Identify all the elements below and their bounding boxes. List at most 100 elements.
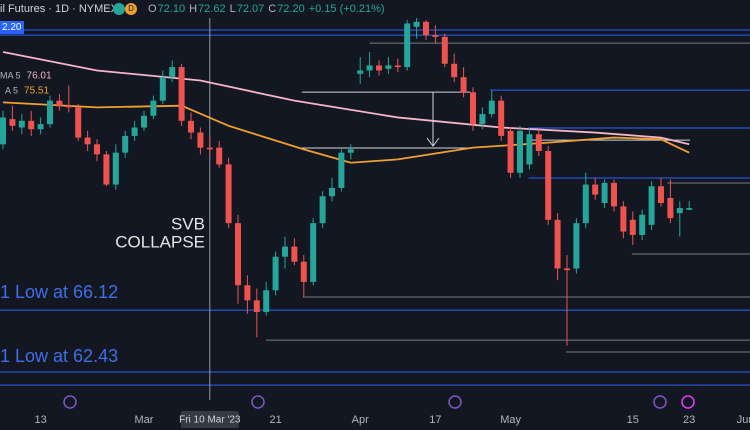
candle-body [319,196,326,224]
candle-body [460,77,467,93]
candle-body [56,100,63,106]
idea-icon[interactable] [63,395,77,409]
candle-body [639,214,646,235]
candle-body [234,223,241,286]
x-tick-label: 13 [34,414,46,426]
candle-body [150,100,157,116]
badge-icon[interactable] [125,3,137,15]
candle-body [375,65,382,71]
candle-body [610,182,617,207]
candle-body [554,219,561,269]
symbol: il Futures · 1D · NYMEX [0,3,119,15]
x-tick-label: 15 [627,414,639,426]
ohlc-label: C [268,3,276,15]
candle-body [253,300,260,313]
candle-body [394,65,401,68]
x-axis: 13 Mar 21 Apr 17 May 15 23 Jun Fri 10 Mar '23 [34,411,750,428]
candle-body [479,114,486,125]
candle-body [328,187,335,197]
ohlc-value: 72.20 [277,3,305,15]
ma-line [2,101,690,164]
idea-icon[interactable] [448,395,462,409]
candle-body [197,132,204,148]
candle-body [94,144,101,155]
candle-body [366,65,373,71]
ohlc-value: 72.62 [198,3,226,15]
header-bg [0,0,750,18]
candle-body [178,67,185,121]
change: +0.15 (+0.21%) [309,3,385,15]
candle-body [357,70,364,74]
x-axis-bg [0,400,750,430]
candle-body [310,223,317,282]
candle-body [526,134,533,165]
candle-body [37,124,44,130]
annotation: SVB [171,214,205,233]
candle-body [112,152,119,185]
x-tick-label: 23 [683,414,695,426]
annotation: 1 Low at 66.12 [0,282,118,302]
candle-body [9,119,16,126]
idea-icons [63,395,695,409]
x-tick-label: Apr [352,414,369,426]
idea-icon[interactable] [681,395,695,409]
price-tag: 2.20 [2,22,22,33]
candle-body [657,186,664,204]
x-tick-label: 17 [429,414,441,426]
candle-body [592,184,599,195]
tag-bg [0,21,24,34]
ohlc: O 72.10 H 72.62 L 72.07 C 72.20 +0.15 (+0.21%) [148,3,385,15]
candle-body [300,261,307,282]
candle-body [169,67,176,78]
idea-icon[interactable] [653,395,667,409]
candle-body [28,120,35,130]
legend-name: A 5 [5,85,18,95]
crosshair-label-bg [180,411,239,428]
candle-body [413,21,420,27]
candle-body [347,149,354,153]
candle-body [686,208,693,210]
candle-body [216,147,223,165]
candle-body [498,100,505,136]
ohlc-value: 72.10 [158,3,186,15]
ohlc-label: H [189,3,197,15]
candle-body [291,246,298,262]
candle-body [65,105,72,108]
crosshair-label: Fri 10 Mar '23 [179,415,241,426]
candle-body [338,152,345,188]
candle-body [545,151,552,220]
candle-body [620,206,627,232]
candle-body [103,154,110,185]
candle-body [159,77,166,101]
legend-value: 76.01 [27,71,52,82]
plot [0,0,750,400]
candle-body [141,115,148,128]
badge-icon[interactable] [113,3,125,15]
ohlc-label: O [148,3,157,15]
ohlc-label: L [230,3,236,15]
idea-icon[interactable] [251,395,265,409]
candle-body [432,35,439,37]
x-tick-label: 21 [269,414,281,426]
ohlc-value: 72.07 [237,3,265,15]
candle-body [582,184,589,224]
candle-body [75,107,82,138]
legend: MA 5 76.01 A 5 75.51 [0,70,52,96]
candle-body [188,120,195,133]
candle-body [47,100,54,125]
candle-body [422,21,429,36]
x-tick-label: Mar [135,414,154,426]
candle-body [263,290,270,313]
candle-body [601,182,608,204]
candle-body [206,147,213,150]
candle-body [281,246,288,257]
ma-line [2,51,690,146]
legend-name: MA 5 [0,70,21,80]
candle-body [244,285,251,301]
candle-body [451,63,458,78]
candle-body [385,65,392,69]
candle-body [441,36,448,64]
annotation: 1 Low at 62.43 [0,346,118,366]
x-tick-label: May [500,414,521,426]
candle-body [676,208,683,214]
